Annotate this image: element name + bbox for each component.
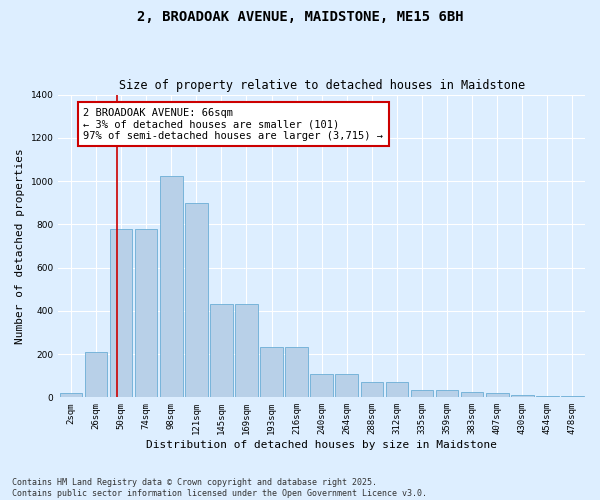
Bar — [310, 374, 333, 398]
Bar — [85, 352, 107, 398]
Bar — [461, 392, 484, 398]
Text: 2, BROADOAK AVENUE, MAIDSTONE, ME15 6BH: 2, BROADOAK AVENUE, MAIDSTONE, ME15 6BH — [137, 10, 463, 24]
Bar — [210, 304, 233, 398]
Title: Size of property relative to detached houses in Maidstone: Size of property relative to detached ho… — [119, 79, 525, 92]
Bar — [486, 393, 509, 398]
Bar — [436, 390, 458, 398]
Bar — [335, 374, 358, 398]
X-axis label: Distribution of detached houses by size in Maidstone: Distribution of detached houses by size … — [146, 440, 497, 450]
Bar — [511, 394, 533, 398]
Bar — [361, 382, 383, 398]
Bar — [536, 396, 559, 398]
Y-axis label: Number of detached properties: Number of detached properties — [15, 148, 25, 344]
Bar — [185, 202, 208, 398]
Bar — [59, 393, 82, 398]
Bar — [561, 396, 584, 398]
Bar — [260, 346, 283, 398]
Bar — [135, 228, 157, 398]
Bar — [286, 346, 308, 398]
Bar — [160, 176, 182, 398]
Bar — [386, 382, 408, 398]
Text: Contains HM Land Registry data © Crown copyright and database right 2025.
Contai: Contains HM Land Registry data © Crown c… — [12, 478, 427, 498]
Bar — [235, 304, 258, 398]
Bar — [411, 390, 433, 398]
Text: 2 BROADOAK AVENUE: 66sqm
← 3% of detached houses are smaller (101)
97% of semi-d: 2 BROADOAK AVENUE: 66sqm ← 3% of detache… — [83, 108, 383, 140]
Bar — [110, 228, 133, 398]
